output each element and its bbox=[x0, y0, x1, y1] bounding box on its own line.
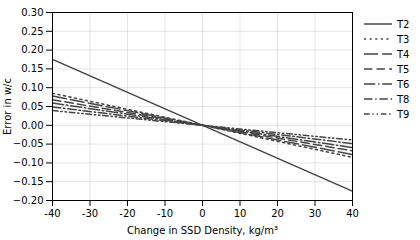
svg-text:0.25: 0.25 bbox=[21, 26, 43, 37]
svg-text:0.30: 0.30 bbox=[21, 7, 43, 18]
svg-text:10: 10 bbox=[234, 208, 247, 219]
svg-text:Change in SSD Density, kg/m³: Change in SSD Density, kg/m³ bbox=[127, 225, 278, 236]
svg-text:−0.20: −0.20 bbox=[13, 195, 44, 206]
svg-text:0: 0 bbox=[199, 208, 205, 219]
svg-text:−0.10: −0.10 bbox=[13, 157, 44, 168]
svg-text:T6: T6 bbox=[396, 79, 409, 90]
svg-text:20: 20 bbox=[271, 208, 284, 219]
svg-text:30: 30 bbox=[309, 208, 322, 219]
svg-text:0.00: 0.00 bbox=[21, 120, 43, 131]
svg-text:T9: T9 bbox=[396, 109, 409, 120]
svg-text:T3: T3 bbox=[396, 34, 409, 45]
svg-text:T2: T2 bbox=[396, 19, 409, 30]
svg-text:-10: -10 bbox=[157, 208, 173, 219]
svg-text:0.05: 0.05 bbox=[21, 101, 43, 112]
svg-text:0.15: 0.15 bbox=[21, 63, 43, 74]
svg-text:-40: -40 bbox=[44, 208, 60, 219]
svg-text:0.10: 0.10 bbox=[21, 82, 43, 93]
svg-text:-20: -20 bbox=[119, 208, 135, 219]
svg-text:-30: -30 bbox=[82, 208, 98, 219]
svg-text:T8: T8 bbox=[396, 94, 409, 105]
svg-text:T4: T4 bbox=[396, 49, 409, 60]
svg-text:40: 40 bbox=[346, 208, 359, 219]
svg-text:−0.05: −0.05 bbox=[13, 138, 44, 149]
svg-text:Error in w/c: Error in w/c bbox=[2, 78, 13, 135]
svg-text:0.20: 0.20 bbox=[21, 44, 43, 55]
svg-text:T5: T5 bbox=[396, 64, 409, 75]
svg-text:−0.15: −0.15 bbox=[13, 176, 44, 187]
